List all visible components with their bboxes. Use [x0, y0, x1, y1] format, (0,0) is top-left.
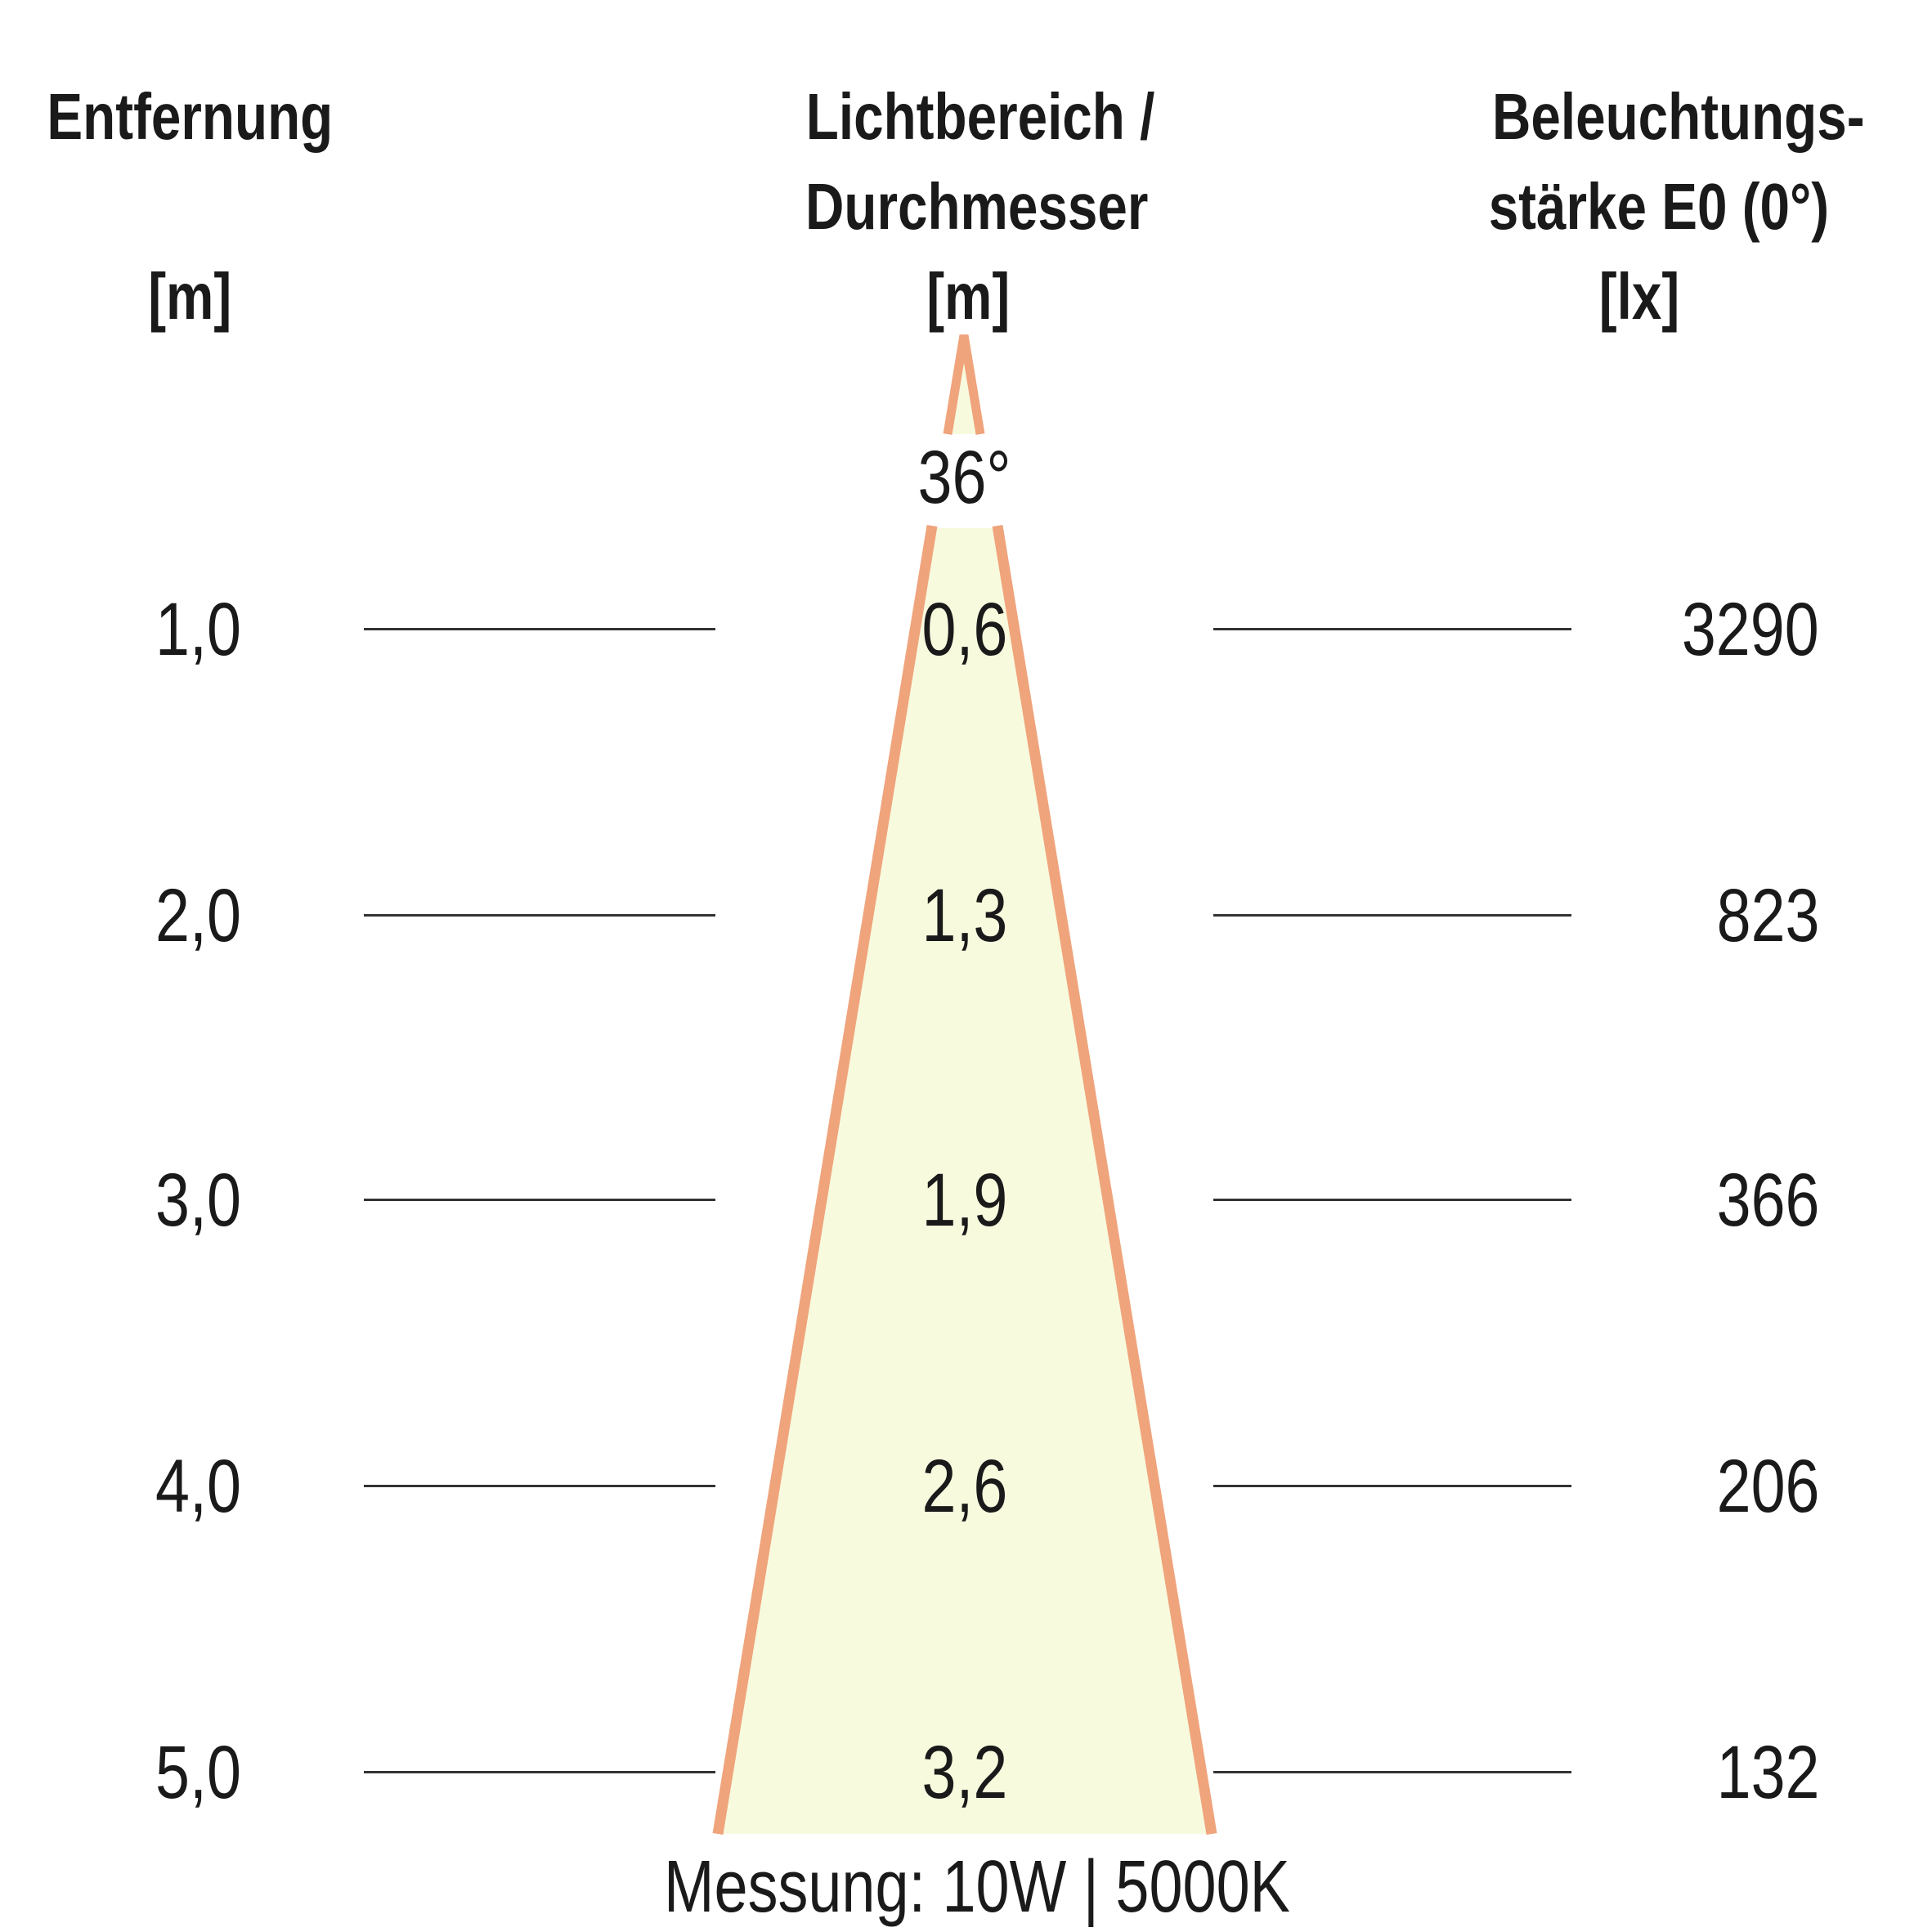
header-line: Entfernung — [47, 80, 333, 153]
beam-angle-label: 36° — [917, 436, 1012, 519]
leader-line-left — [364, 914, 715, 917]
distance-value: 4,0 — [155, 1445, 241, 1528]
beam-tip-outline — [943, 334, 985, 435]
illuminance-value: 366 — [1716, 1159, 1819, 1242]
leader-line-right — [1213, 628, 1571, 630]
diameter-value: 2,6 — [921, 1445, 1008, 1528]
measurement-caption: Messung: 10W | 5000K — [664, 1846, 1290, 1928]
column-header-diameter: Lichtbereich / Durchmesser [m] — [768, 72, 1168, 342]
leader-line-right — [1213, 1771, 1571, 1773]
leader-line-left — [364, 1771, 715, 1773]
column-header-distance: Entfernung [m] — [10, 72, 370, 342]
header-line: Lichtbereich / — [805, 80, 1155, 153]
header-line: Durchmesser — [805, 170, 1149, 243]
leader-line-right — [1213, 1199, 1571, 1201]
column-header-illuminance: Beleuchtungs- stärke E0 (0°) [lx] — [1451, 72, 1865, 342]
header-unit: [m] — [147, 260, 232, 333]
distance-value: 1,0 — [155, 588, 241, 671]
illuminance-value: 132 — [1716, 1731, 1819, 1814]
leader-line-left — [364, 628, 715, 630]
leader-line-left — [364, 1199, 715, 1201]
beam-edge-right — [992, 524, 1217, 1836]
diameter-value: 3,2 — [921, 1731, 1008, 1814]
illuminance-value: 206 — [1716, 1445, 1819, 1528]
illuminance-value: 3290 — [1682, 588, 1819, 671]
beam-edge-left — [712, 524, 938, 1836]
diameter-value: 1,9 — [921, 1159, 1008, 1242]
diameter-value: 1,3 — [921, 874, 1008, 957]
distance-value: 5,0 — [155, 1731, 241, 1814]
header-unit: [m] — [926, 260, 1011, 333]
leader-line-right — [1213, 1485, 1571, 1487]
illuminance-value: 823 — [1716, 874, 1819, 957]
distance-value: 3,0 — [155, 1159, 241, 1242]
leader-line-right — [1213, 914, 1571, 917]
header-line: stärke E0 (0°) — [1488, 170, 1830, 243]
diameter-value: 0,6 — [921, 588, 1008, 671]
beam-body-fill — [718, 528, 1212, 1834]
header-unit: [lx] — [1598, 260, 1680, 333]
leader-line-left — [364, 1485, 715, 1487]
header-line — [10, 162, 370, 252]
header-line: Beleuchtungs- — [1492, 80, 1865, 153]
distance-value: 2,0 — [155, 874, 241, 957]
